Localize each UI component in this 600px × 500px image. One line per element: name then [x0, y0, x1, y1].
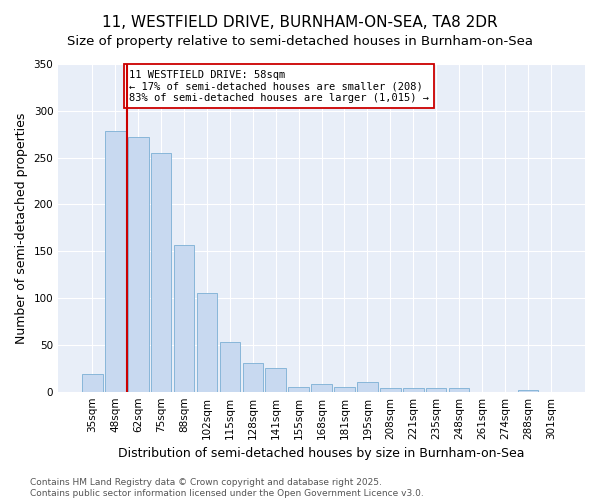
Text: 11 WESTFIELD DRIVE: 58sqm
← 17% of semi-detached houses are smaller (208)
83% of: 11 WESTFIELD DRIVE: 58sqm ← 17% of semi-…	[129, 70, 429, 103]
Y-axis label: Number of semi-detached properties: Number of semi-detached properties	[15, 112, 28, 344]
Bar	[311, 384, 332, 392]
Bar	[128, 137, 149, 392]
Bar	[449, 388, 469, 392]
Bar	[334, 387, 355, 392]
Bar	[197, 294, 217, 392]
Bar	[265, 368, 286, 392]
Bar	[220, 342, 240, 392]
X-axis label: Distribution of semi-detached houses by size in Burnham-on-Sea: Distribution of semi-detached houses by …	[118, 447, 525, 460]
Text: Contains HM Land Registry data © Crown copyright and database right 2025.
Contai: Contains HM Land Registry data © Crown c…	[30, 478, 424, 498]
Bar	[151, 153, 172, 392]
Bar	[426, 388, 446, 392]
Text: 11, WESTFIELD DRIVE, BURNHAM-ON-SEA, TA8 2DR: 11, WESTFIELD DRIVE, BURNHAM-ON-SEA, TA8…	[102, 15, 498, 30]
Bar	[174, 244, 194, 392]
Bar	[242, 362, 263, 392]
Bar	[403, 388, 424, 392]
Bar	[518, 390, 538, 392]
Bar	[380, 388, 401, 392]
Text: Size of property relative to semi-detached houses in Burnham-on-Sea: Size of property relative to semi-detach…	[67, 35, 533, 48]
Bar	[82, 374, 103, 392]
Bar	[357, 382, 378, 392]
Bar	[105, 132, 125, 392]
Bar	[289, 387, 309, 392]
